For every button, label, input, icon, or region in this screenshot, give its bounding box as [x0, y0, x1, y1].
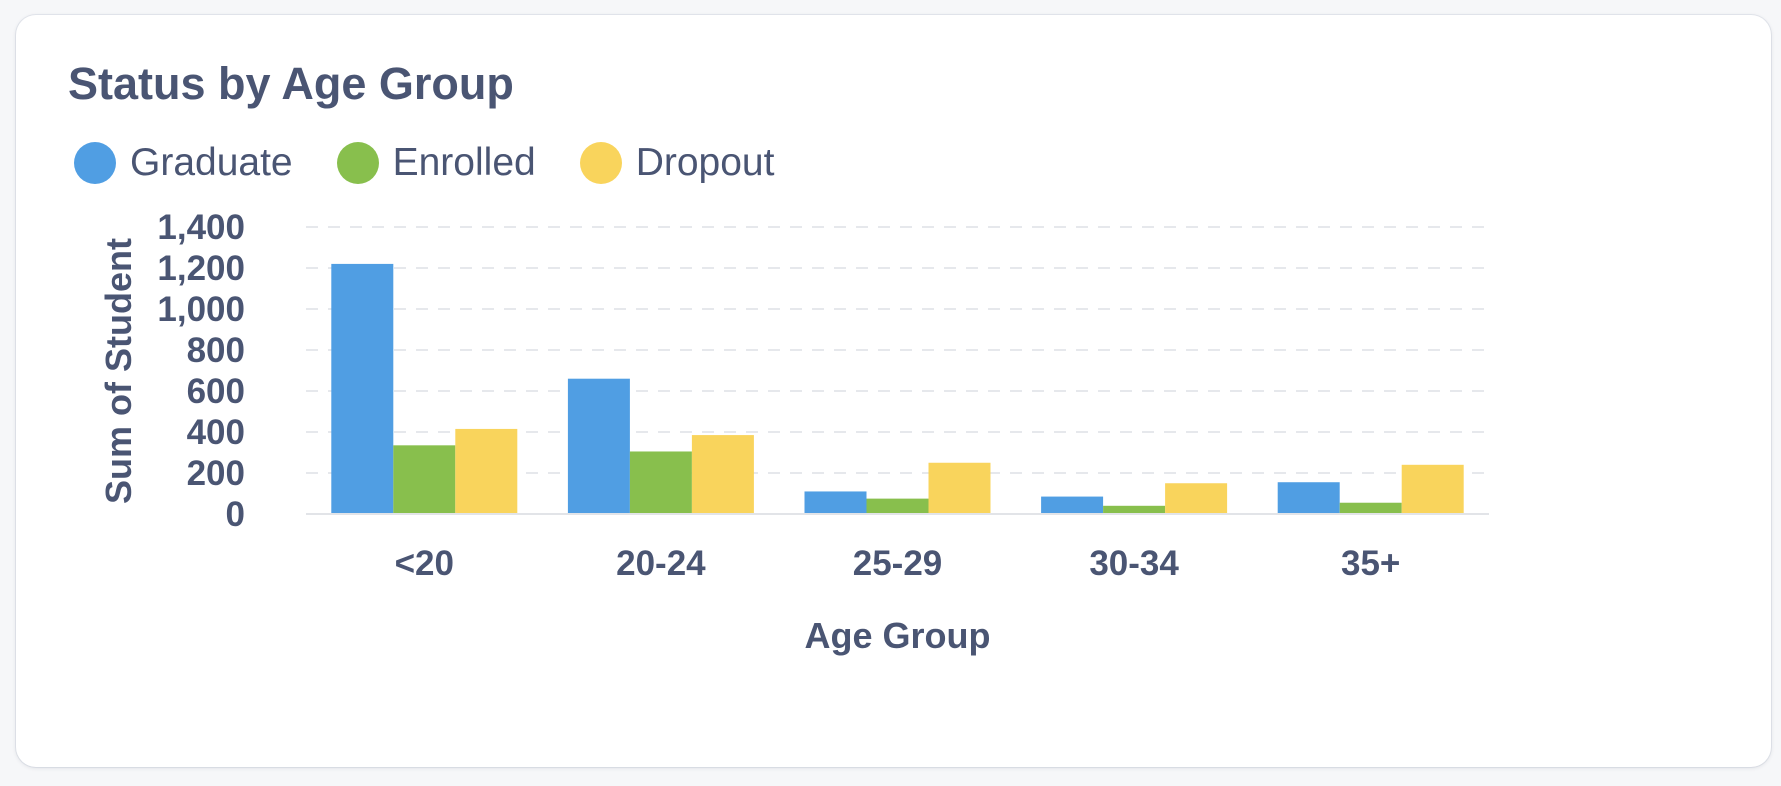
bar-graduate-35[interactable]: [1277, 482, 1340, 514]
x-tick-label: 30-34: [1089, 544, 1179, 583]
legend-label-enrolled: Enrolled: [392, 141, 536, 184]
legend-swatch-dropout: [579, 142, 622, 184]
x-tick-label: <20: [395, 544, 454, 583]
x-tick-label: 35+: [1341, 544, 1400, 583]
bars: [331, 263, 1464, 514]
legend-swatch-graduate: [74, 142, 116, 184]
x-axis-title: Age Group: [805, 615, 991, 656]
bar-graduate-30-34[interactable]: [1041, 496, 1104, 514]
bar-dropout-35[interactable]: [1401, 464, 1464, 514]
y-tick-label: 200: [187, 454, 245, 493]
legend-item-dropout[interactable]: Dropout: [579, 141, 775, 185]
bar-dropout-20[interactable]: [455, 428, 518, 514]
y-tick-label: 400: [187, 413, 245, 452]
chart-title: Status by Age Group: [68, 58, 514, 109]
y-tick-label: 1,400: [157, 208, 245, 247]
bar-graduate-20-24[interactable]: [567, 378, 630, 514]
bar-enrolled-35[interactable]: [1339, 502, 1402, 514]
y-tick-label: 800: [187, 331, 245, 370]
bar-dropout-20-24[interactable]: [691, 435, 754, 514]
bar-enrolled-30-34[interactable]: [1103, 505, 1166, 514]
bar-graduate-20[interactable]: [331, 263, 394, 514]
y-tick-label: 1,000: [157, 290, 245, 329]
y-tick-label: 1,200: [157, 249, 245, 288]
chart-legend: Graduate Enrolled Dropout: [74, 140, 818, 186]
legend-item-graduate[interactable]: Graduate: [74, 141, 293, 185]
legend-label-graduate: Graduate: [130, 141, 293, 184]
legend-swatch-enrolled: [336, 142, 379, 184]
y-tick-label: 0: [226, 495, 245, 534]
legend-label-dropout: Dropout: [635, 141, 775, 184]
x-tick-label: 25-29: [853, 544, 943, 583]
y-tick-label: 600: [187, 372, 245, 411]
x-axis-ticks: <20 20-24 25-29 30-34 35+: [395, 544, 1401, 583]
legend-item-enrolled[interactable]: Enrolled: [336, 141, 536, 185]
bar-enrolled-20-24[interactable]: [629, 451, 692, 514]
bar-enrolled-20[interactable]: [393, 445, 456, 514]
y-axis-title: Sum of Student: [98, 238, 139, 504]
chart-card: Status by Age Group Graduate Enrolled Dr…: [16, 15, 1771, 767]
bar-graduate-25-29[interactable]: [804, 491, 867, 514]
x-tick-label: 20-24: [616, 544, 706, 583]
bar-enrolled-25-29[interactable]: [866, 498, 929, 514]
bar-dropout-25-29[interactable]: [928, 462, 991, 514]
bar-dropout-30-34[interactable]: [1165, 483, 1228, 514]
